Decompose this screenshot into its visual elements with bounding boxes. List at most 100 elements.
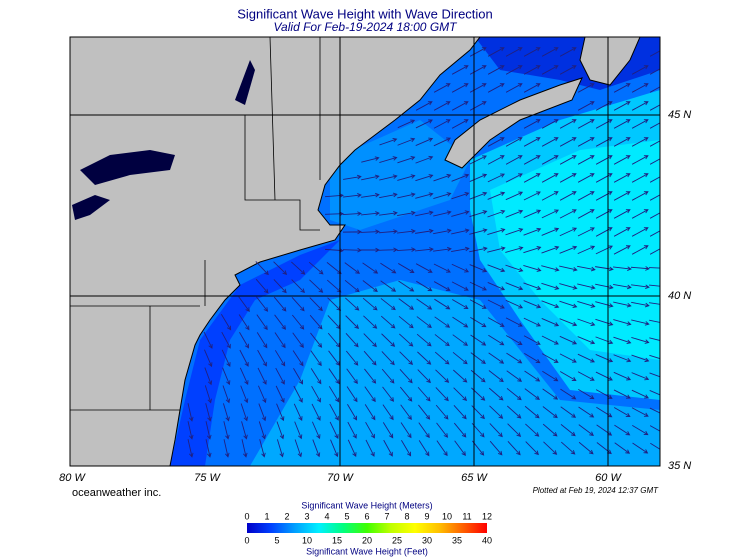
wave-arrow bbox=[523, 209, 542, 218]
wave-arrow bbox=[415, 119, 433, 129]
wave-arrow bbox=[203, 331, 213, 349]
wave-arrow bbox=[541, 227, 560, 236]
wave-arrow bbox=[649, 212, 660, 219]
wave-arrow bbox=[451, 246, 470, 252]
wave-arrow bbox=[469, 264, 488, 273]
wave-arrow bbox=[649, 68, 660, 75]
wave-arrow bbox=[577, 301, 596, 308]
wave-arrow bbox=[630, 266, 650, 271]
wave-arrow bbox=[469, 47, 487, 57]
feet-tick-label: 10 bbox=[302, 535, 312, 545]
wave-arrow bbox=[578, 441, 594, 455]
wave-arrow bbox=[595, 227, 613, 237]
wave-arrow bbox=[649, 354, 660, 360]
wave-arrow bbox=[363, 350, 377, 366]
wave-arrow bbox=[523, 47, 541, 57]
wave-arrow bbox=[595, 245, 613, 255]
lon-label: 65 W bbox=[461, 472, 488, 484]
wave-arrow bbox=[328, 386, 340, 403]
wave-arrow bbox=[453, 387, 468, 402]
wave-arrow bbox=[276, 403, 285, 422]
borders bbox=[70, 37, 321, 411]
map bbox=[70, 37, 660, 466]
wave-arrow bbox=[362, 297, 378, 311]
wave-arrow bbox=[613, 284, 632, 290]
wave-arrow bbox=[613, 319, 632, 326]
wave-arrow bbox=[487, 281, 506, 291]
wave-arrow bbox=[595, 155, 613, 165]
wave-arrow bbox=[541, 209, 559, 219]
wave-arrow bbox=[220, 314, 232, 331]
graticule bbox=[70, 37, 660, 466]
wave-arrow bbox=[595, 354, 614, 363]
wave-arrow bbox=[433, 246, 452, 252]
meter-tick-label: 3 bbox=[304, 511, 309, 521]
wave-arrow bbox=[505, 335, 523, 345]
wave-arrow bbox=[523, 65, 541, 75]
wave-arrow bbox=[649, 140, 660, 147]
wave-arrow bbox=[451, 65, 469, 75]
wave-arrow bbox=[577, 191, 595, 201]
wave-arrow bbox=[649, 302, 660, 305]
wave-arrow bbox=[577, 245, 596, 255]
wave-arrow bbox=[542, 388, 559, 400]
wave-arrow bbox=[187, 403, 194, 422]
wave-arrow bbox=[542, 370, 559, 382]
wave-arrow bbox=[451, 263, 470, 273]
wave-arrow bbox=[365, 421, 375, 439]
wave-arrow bbox=[505, 282, 524, 291]
wave-arrow bbox=[360, 229, 380, 235]
wave-arrow bbox=[632, 442, 649, 454]
wave-arrow bbox=[397, 137, 416, 146]
lon-label: 70 W bbox=[327, 472, 354, 484]
wave-arrow bbox=[541, 155, 559, 165]
wave-arrow bbox=[489, 405, 504, 419]
feet-tick-label: 25 bbox=[392, 535, 402, 545]
wave-arrow bbox=[344, 262, 360, 274]
wave-arrow bbox=[523, 246, 542, 254]
wave-arrow bbox=[378, 247, 398, 253]
wave-arrow bbox=[487, 299, 505, 309]
wave-arrow bbox=[381, 351, 395, 366]
wave-arrow bbox=[222, 385, 231, 404]
wave-arrow bbox=[274, 314, 286, 330]
wave-arrow bbox=[379, 174, 398, 181]
wave-arrow bbox=[379, 192, 398, 199]
wave-arrow bbox=[487, 47, 505, 57]
wave-arrow bbox=[505, 317, 523, 327]
feet-tick-label: 30 bbox=[422, 535, 432, 545]
wave-arrow bbox=[631, 301, 650, 308]
wave-arrow bbox=[578, 406, 595, 418]
wave-arrow bbox=[559, 283, 578, 290]
credit: oceanweather inc. bbox=[72, 487, 161, 499]
wave-arrow bbox=[399, 333, 414, 347]
wave-arrow bbox=[649, 194, 660, 201]
wave-arrow bbox=[451, 119, 469, 129]
wave-arrow bbox=[433, 192, 452, 199]
title: Significant Wave Height with Wave Direct… bbox=[237, 6, 493, 21]
wave-arrow bbox=[257, 385, 267, 404]
wave-arrow bbox=[541, 191, 559, 201]
wave-arrow bbox=[452, 316, 469, 328]
wave-arrow bbox=[398, 315, 414, 329]
wave-arrow bbox=[362, 262, 379, 274]
wave-arrow bbox=[487, 228, 506, 236]
wave-arrow bbox=[274, 350, 286, 367]
wave-arrow bbox=[506, 405, 522, 419]
wave-arrow bbox=[399, 351, 414, 366]
wave-arrow bbox=[239, 331, 249, 349]
wave-arrow bbox=[361, 174, 380, 181]
wave-arrow bbox=[255, 278, 269, 294]
wave-arrow bbox=[397, 156, 416, 164]
wave-arrow bbox=[238, 296, 250, 313]
wave-arrow bbox=[451, 281, 469, 291]
wave-arrow bbox=[256, 332, 268, 349]
wave-arrow bbox=[276, 421, 285, 440]
wave-arrow bbox=[631, 65, 649, 75]
wave-arrow bbox=[613, 173, 631, 183]
meter-tick-label: 8 bbox=[404, 511, 409, 521]
wave-arrow bbox=[276, 439, 284, 458]
wave-arrow bbox=[649, 248, 660, 255]
wave-arrow bbox=[541, 119, 559, 129]
